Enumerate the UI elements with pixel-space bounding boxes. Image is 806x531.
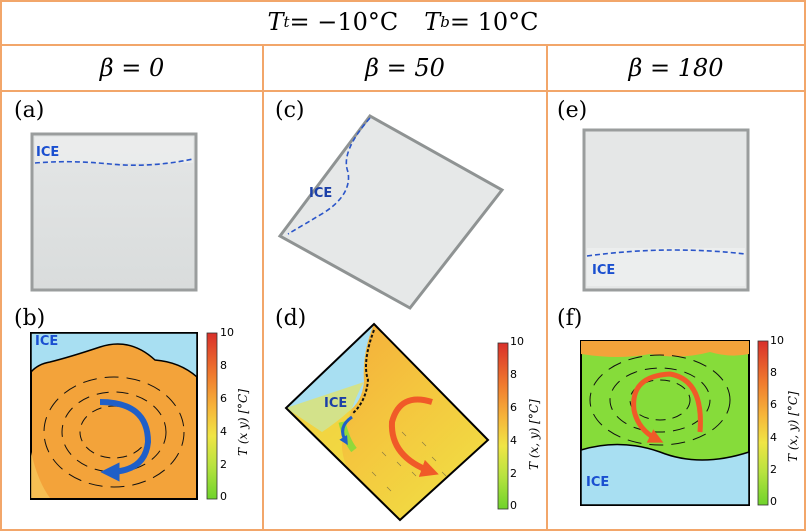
colorbar-b-tick-10: 10 bbox=[220, 326, 234, 339]
photo-panel-c bbox=[277, 114, 505, 310]
colorbar-b-tick-0: 0 bbox=[220, 490, 227, 503]
colorbar-b-tick-8: 8 bbox=[220, 359, 227, 372]
column-header-beta-50: β = 50 bbox=[365, 54, 445, 82]
colorbar-d-tick-8: 8 bbox=[510, 368, 517, 381]
photo-panel-e bbox=[582, 128, 750, 292]
photo-panel-a bbox=[30, 132, 198, 292]
ice-label-a: ICE bbox=[36, 145, 60, 160]
simulation-panel-b bbox=[30, 332, 198, 500]
colorbar-b-title: T (x y) [°C] bbox=[236, 389, 250, 456]
colorbar-f-tick-4: 4 bbox=[770, 431, 777, 444]
ice-label-c: ICE bbox=[309, 186, 333, 201]
panel-label-a: (a) bbox=[14, 98, 45, 123]
colorbar-d bbox=[497, 342, 509, 510]
colorbar-b-tick-6: 6 bbox=[220, 392, 227, 405]
colorbar-d-tick-6: 6 bbox=[510, 401, 517, 414]
panel-label-e: (e) bbox=[557, 98, 588, 123]
colorbar-f-title: T (x, y) [°C] bbox=[786, 391, 800, 462]
colorbar-d-tick-10: 10 bbox=[510, 335, 524, 348]
colorbar-d-tick-2: 2 bbox=[510, 467, 517, 480]
panel-label-b: (b) bbox=[14, 306, 46, 331]
ice-label-b: ICE bbox=[35, 334, 59, 349]
column-header-beta-180: β = 180 bbox=[628, 54, 724, 82]
colorbar-b-tick-2: 2 bbox=[220, 458, 227, 471]
ice-label-f: ICE bbox=[586, 475, 610, 490]
colorbar-d-tick-0: 0 bbox=[510, 499, 517, 512]
ice-label-e: ICE bbox=[592, 263, 616, 278]
colorbar-f bbox=[757, 340, 769, 506]
column-header-beta-0: β = 0 bbox=[99, 54, 165, 82]
panel-label-f: (f) bbox=[557, 306, 583, 331]
colorbar-b-tick-4: 4 bbox=[220, 425, 227, 438]
simulation-panel-d bbox=[284, 322, 490, 522]
colorbar-f-tick-8: 8 bbox=[770, 366, 777, 379]
colorbar-b bbox=[206, 332, 218, 500]
colorbar-f-tick-2: 2 bbox=[770, 463, 777, 476]
ice-label-d: ICE bbox=[324, 396, 348, 411]
column-body-3 bbox=[546, 90, 806, 531]
panel-label-c: (c) bbox=[275, 98, 305, 123]
colorbar-f-tick-6: 6 bbox=[770, 398, 777, 411]
panel-label-d: (d) bbox=[275, 306, 307, 331]
colorbar-f-tick-0: 0 bbox=[770, 495, 777, 508]
colorbar-d-title: T (x, y) [°C] bbox=[527, 399, 541, 470]
colorbar-f-tick-10: 10 bbox=[770, 334, 784, 347]
simulation-panel-f bbox=[580, 340, 750, 506]
colorbar-d-tick-4: 4 bbox=[510, 434, 517, 447]
